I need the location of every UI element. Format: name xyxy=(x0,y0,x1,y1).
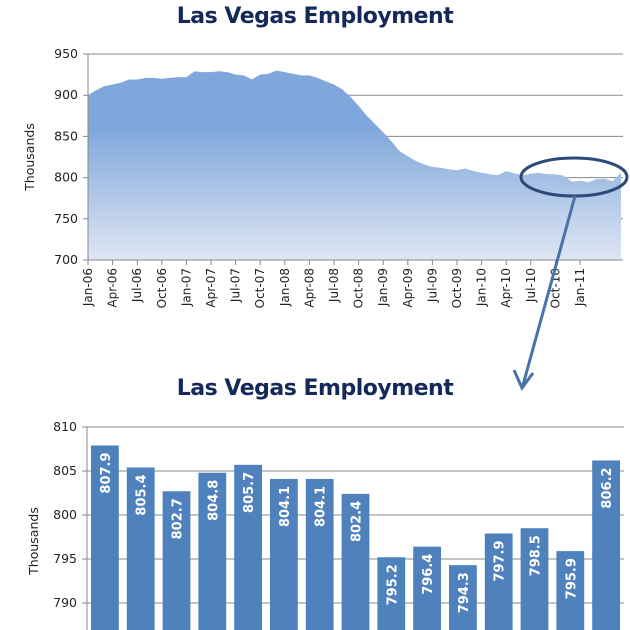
bar-data-label: 807.9 xyxy=(99,452,114,493)
x-tick-label: Jul-06 xyxy=(130,268,144,303)
bar xyxy=(520,528,549,630)
bar-data-label: 795.2 xyxy=(385,564,400,605)
x-tick-label: Apr-09 xyxy=(401,268,415,308)
y-axis-title: Thousands xyxy=(26,507,41,576)
x-tick-label: Jan-06 xyxy=(81,268,95,307)
y-tick-label: 850 xyxy=(54,128,78,143)
bar-data-label: 794.3 xyxy=(457,572,472,613)
bar xyxy=(484,533,513,630)
x-tick-label: Oct-08 xyxy=(352,268,366,308)
y-tick-label: 805 xyxy=(53,463,77,478)
x-tick-label: Oct-09 xyxy=(450,268,464,308)
bar xyxy=(377,557,406,630)
bar-data-label: 802.7 xyxy=(171,498,186,539)
bar-data-label: 805.4 xyxy=(135,474,150,515)
bar-data-label: 797.9 xyxy=(493,540,508,581)
y-axis-title: Thousands xyxy=(22,123,37,192)
bar-data-label: 796.4 xyxy=(421,554,436,595)
x-tick-label: Apr-06 xyxy=(106,268,120,308)
x-tick-label: Jul-08 xyxy=(327,268,341,303)
bar-data-label: 806.2 xyxy=(600,467,615,508)
top-chart-title: Las Vegas Employment xyxy=(176,4,454,29)
x-tick-label: Apr-10 xyxy=(499,268,513,308)
y-tick-label: 700 xyxy=(54,252,78,267)
y-tick-label: 795 xyxy=(53,551,77,566)
x-tick-label: Jan-09 xyxy=(376,268,390,307)
y-tick-label: 790 xyxy=(53,595,77,610)
x-tick-label: Jan-08 xyxy=(278,268,292,307)
y-tick-label: 810 xyxy=(53,419,77,434)
bar-data-label: 804.8 xyxy=(206,480,221,521)
x-tick-label: Jul-09 xyxy=(425,268,439,303)
bar-data-label: 804.1 xyxy=(278,486,293,527)
area-series xyxy=(88,70,621,260)
bar-data-label: 805.7 xyxy=(242,472,257,513)
x-tick-label: Oct-06 xyxy=(155,268,169,308)
bar xyxy=(91,445,119,630)
x-tick-label: Jan-07 xyxy=(179,268,193,307)
bar-data-label: 804.1 xyxy=(314,486,329,527)
arrow-line xyxy=(521,195,577,386)
x-tick-label: Jan-11 xyxy=(573,268,587,307)
x-tick-label: Apr-08 xyxy=(302,268,316,308)
x-tick-label: Apr-07 xyxy=(204,268,218,308)
bar-data-label: 795.9 xyxy=(564,558,579,599)
bar xyxy=(270,478,298,630)
bar xyxy=(126,467,155,630)
bar xyxy=(198,472,227,630)
x-tick-label: Jan-10 xyxy=(475,268,489,307)
arrow-head-icon xyxy=(512,369,535,391)
bar xyxy=(592,460,620,630)
bar xyxy=(449,565,477,630)
bar-data-label: 798.5 xyxy=(529,535,544,576)
x-tick-label: Oct-07 xyxy=(253,268,267,308)
bar xyxy=(305,478,334,630)
y-tick-label: 800 xyxy=(53,507,77,522)
bar xyxy=(556,551,585,630)
bar-data-label: 802.4 xyxy=(350,501,365,542)
bar xyxy=(341,493,370,630)
y-tick-label: 800 xyxy=(54,170,78,185)
y-tick-label: 950 xyxy=(54,46,78,61)
bar xyxy=(413,546,441,630)
bar xyxy=(162,491,191,630)
y-tick-label: 750 xyxy=(54,211,78,226)
y-tick-label: 900 xyxy=(54,87,78,102)
bar xyxy=(234,464,262,630)
bottom-chart-title: Las Vegas Employment xyxy=(176,376,454,401)
x-tick-label: Jul-10 xyxy=(524,268,538,303)
x-tick-label: Jul-07 xyxy=(229,268,243,303)
